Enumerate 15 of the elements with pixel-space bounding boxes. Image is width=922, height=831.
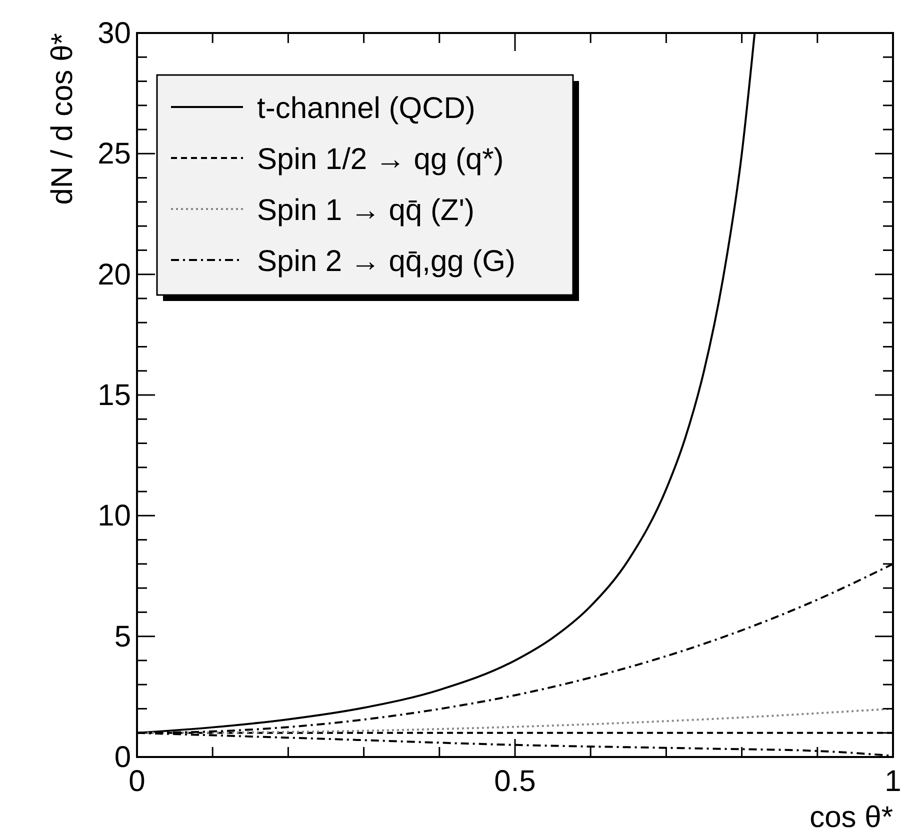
x-axis-title: cos θ* [810,801,894,831]
legend-label: Spin 1 → qq̄ (Z') [257,194,474,227]
legend-label: Spin 2 → qq̄,gg (G) [257,245,516,278]
x-tick-label: 0.5 [494,765,536,798]
legend-label: Spin 1/2 → qg (q*) [257,143,504,176]
y-tick-label: 10 [98,500,131,533]
y-tick-label: 25 [98,138,131,171]
legend-label: t-channel (QCD) [257,92,476,125]
y-tick-label: 5 [114,620,131,654]
y-tick-label: 20 [98,258,131,292]
y-tick-label: 0 [114,741,131,774]
y-tick-label: 15 [98,379,131,412]
x-tick-label: 1 [884,765,902,798]
y-tick-label: 30 [98,17,131,50]
y-axis-title: dN / d cos θ* [46,32,79,205]
